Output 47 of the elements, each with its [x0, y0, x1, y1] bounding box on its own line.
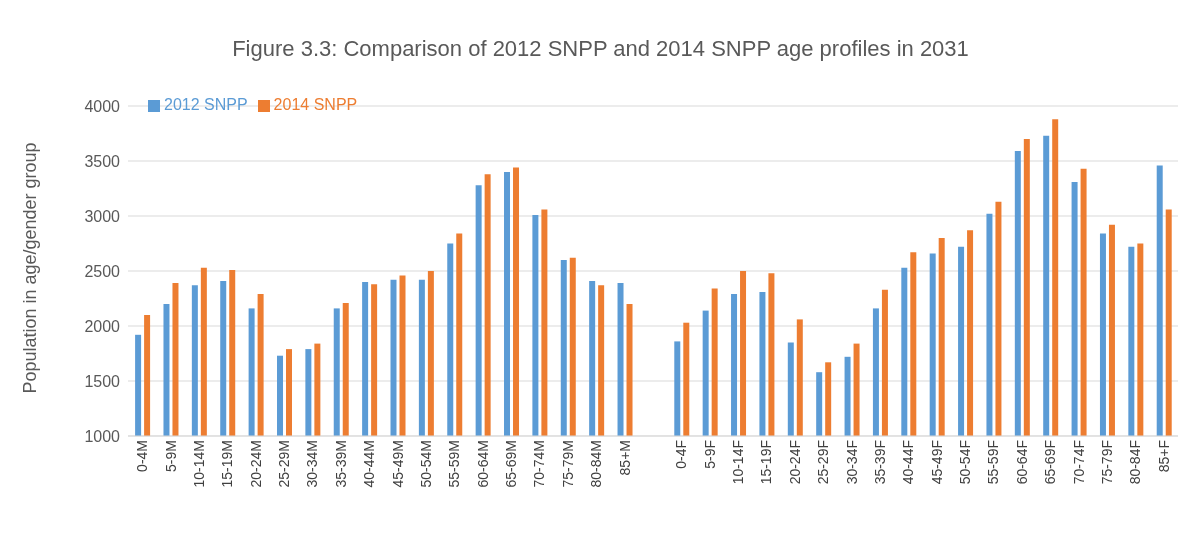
x-tick-label: 50-54M	[417, 440, 434, 488]
x-tick-label: 40-44F	[900, 440, 917, 485]
x-tick-label: 30-34F	[843, 440, 860, 485]
y-tick-label: 3000	[84, 207, 121, 225]
x-tick-label: 0-4F	[673, 440, 690, 469]
x-tick-label: 25-29F	[815, 440, 832, 485]
x-tick-label: 85+F	[1155, 440, 1172, 473]
y-tick-label: 2000	[84, 317, 121, 335]
y-tick-label: 4000	[84, 97, 121, 115]
x-tick-label: 75-79F	[1098, 440, 1115, 485]
x-tick-label: 35-39F	[871, 440, 888, 485]
x-tick-label: 70-74M	[531, 440, 548, 488]
y-tick-label: 2500	[84, 262, 121, 280]
y-axis-title: Population in age/gender group	[19, 142, 41, 394]
x-tick-label: 55-59F	[985, 440, 1002, 485]
x-tick-label: 15-19M	[219, 440, 236, 488]
x-tick-label: 50-54F	[957, 440, 974, 485]
x-tick-label: 75-79M	[559, 440, 576, 488]
x-tick-label: 65-69M	[503, 440, 520, 488]
x-tick-label: 35-39M	[332, 440, 349, 488]
x-tick-label: 40-44M	[361, 440, 378, 488]
x-tick-label: 80-84M	[588, 440, 605, 488]
y-tick-label: 3500	[84, 152, 121, 170]
x-tick-label: 20-24M	[247, 440, 264, 488]
x-tick-label: 5-9F	[701, 440, 718, 469]
x-tick-label: 5-9M	[162, 440, 179, 472]
x-tick-label: 25-29M	[276, 440, 293, 488]
y-tick-label: 1000	[84, 427, 121, 445]
x-tick-label: 70-74F	[1070, 440, 1087, 485]
x-tick-label: 60-64F	[1013, 440, 1030, 485]
legend-label: 2014 SNPP	[273, 96, 358, 113]
x-tick-label: 45-49F	[928, 440, 945, 485]
x-tick-label: 45-49M	[389, 440, 406, 488]
x-tick-label: 55-59M	[446, 440, 463, 488]
x-tick-label: 80-84F	[1127, 440, 1144, 485]
x-tick-label: 60-64M	[474, 440, 491, 488]
x-tick-label: 20-24F	[786, 440, 803, 485]
x-tick-label: 0-4M	[134, 440, 151, 472]
legend-label: 2012 SNPP	[164, 96, 248, 113]
x-tick-label: 10-14F	[730, 440, 747, 485]
x-tick-label: 30-34M	[304, 440, 321, 488]
x-tick-label: 65-69F	[1042, 440, 1059, 485]
y-tick-label: 1500	[84, 372, 121, 390]
chart-title: Figure 3.3: Comparison of 2012 SNPP and 2014 SNPP age profiles in 2031	[231, 36, 970, 62]
x-tick-label: 15-19F	[758, 440, 775, 485]
x-tick-label: 85+M	[616, 440, 633, 476]
x-tick-label: 10-14M	[190, 440, 207, 488]
